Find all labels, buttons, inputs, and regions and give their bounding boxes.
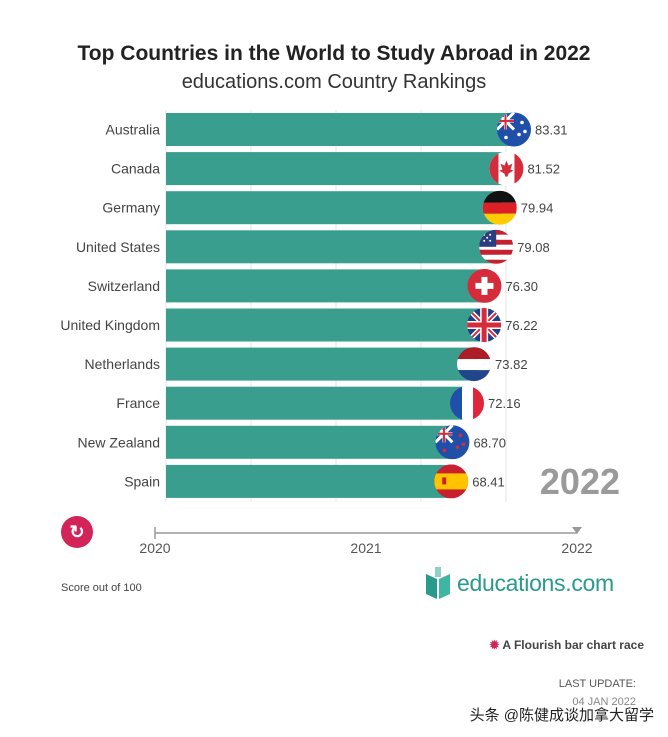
value-label: 76.30: [505, 279, 538, 294]
value-label: 76.22: [505, 318, 538, 333]
watermark-text: 头条 @陈健成谈加拿大留学: [469, 707, 654, 724]
educations-logo: educations.com: [425, 566, 614, 600]
bar-row: Germany 79.94: [102, 190, 554, 225]
bar-row: Netherlands 73.82: [85, 347, 528, 382]
flag-spain-icon: [434, 464, 469, 499]
educations-brand-text: educations.com: [457, 569, 614, 596]
category-label: Germany: [102, 200, 160, 216]
bar: [166, 347, 478, 381]
value-label: 72.16: [488, 396, 521, 411]
value-label: 79.94: [521, 201, 554, 216]
value-label: 68.41: [472, 474, 505, 489]
bar-row: Australia 83.31: [106, 112, 568, 147]
current-year-label: 2022: [540, 461, 620, 502]
category-label: France: [116, 395, 160, 411]
timeline-handle[interactable]: [572, 527, 582, 534]
category-label: Canada: [111, 161, 160, 177]
category-label: United States: [76, 239, 160, 255]
category-label: Netherlands: [85, 356, 161, 372]
bar-row: United States 79.08: [76, 229, 550, 264]
flag-united-kingdom-icon: [467, 308, 502, 342]
replay-icon: ↻: [69, 521, 85, 542]
bar-row: Switzerland 76.30: [88, 268, 538, 303]
replay-button[interactable]: ↻: [61, 516, 93, 548]
flourish-credit-text: A Flourish bar chart race: [502, 638, 644, 652]
chart-subtitle: educations.com Country Rankings: [181, 71, 487, 93]
flag-australia-icon: [497, 112, 531, 147]
value-label: 68.70: [473, 435, 506, 450]
bar-row: Canada 81.52: [111, 151, 560, 186]
category-label: Spain: [124, 473, 160, 489]
bar: [166, 191, 503, 225]
flag-france-icon: [450, 386, 485, 421]
timeline-tick-label: 2022: [561, 540, 592, 556]
flag-switzerland-icon: [467, 268, 502, 303]
bars: Australia 83.31 Canada 81.52 Germany 79.94 Uni…: [60, 112, 620, 502]
bar-row: Spain 68.41: [124, 464, 505, 499]
last-update-label: LAST UPDATE:: [558, 678, 636, 690]
bar-row: France 72.16: [116, 386, 521, 421]
educations-book-icon: [426, 567, 450, 599]
value-label: 73.82: [495, 357, 528, 372]
category-label: Australia: [106, 122, 161, 138]
score-note: Score out of 100: [61, 582, 142, 594]
last-update-date: 04 JAN 2022: [572, 696, 636, 708]
bar-row: United Kingdom 76.22: [60, 308, 538, 342]
value-label: 83.31: [535, 123, 568, 138]
timeline-tick-label: 2020: [139, 540, 170, 556]
bar: [166, 308, 488, 342]
timeline: 2020 2021 2022: [139, 527, 593, 556]
bar: [166, 152, 510, 186]
bar: [166, 425, 456, 459]
flourish-logo-icon: ✹: [489, 638, 500, 652]
flag-new-zealand-icon: [435, 425, 470, 460]
flourish-credit-link[interactable]: ✹ A Flourish bar chart race: [489, 638, 644, 652]
flag-netherlands-icon: [457, 347, 492, 382]
category-label: New Zealand: [78, 434, 161, 450]
bar: [166, 386, 471, 420]
bar: [166, 113, 517, 146]
flag-germany-icon: [482, 190, 517, 225]
chart-title: Top Countries in the World to Study Abro…: [77, 42, 591, 65]
bar: [166, 464, 455, 498]
timeline-tick-label: 2021: [350, 540, 381, 556]
category-label: United Kingdom: [60, 317, 160, 333]
value-label: 79.08: [517, 240, 550, 255]
flag-canada-icon: [489, 151, 524, 186]
bar: [166, 230, 500, 264]
category-label: Switzerland: [88, 278, 160, 294]
value-label: 81.52: [527, 162, 560, 177]
bar-row: New Zealand 68.70: [78, 425, 506, 460]
bar-chart: Australia 83.31 Canada 81.52 Germany 79.94 Uni…: [60, 110, 620, 556]
bar: [166, 269, 488, 303]
